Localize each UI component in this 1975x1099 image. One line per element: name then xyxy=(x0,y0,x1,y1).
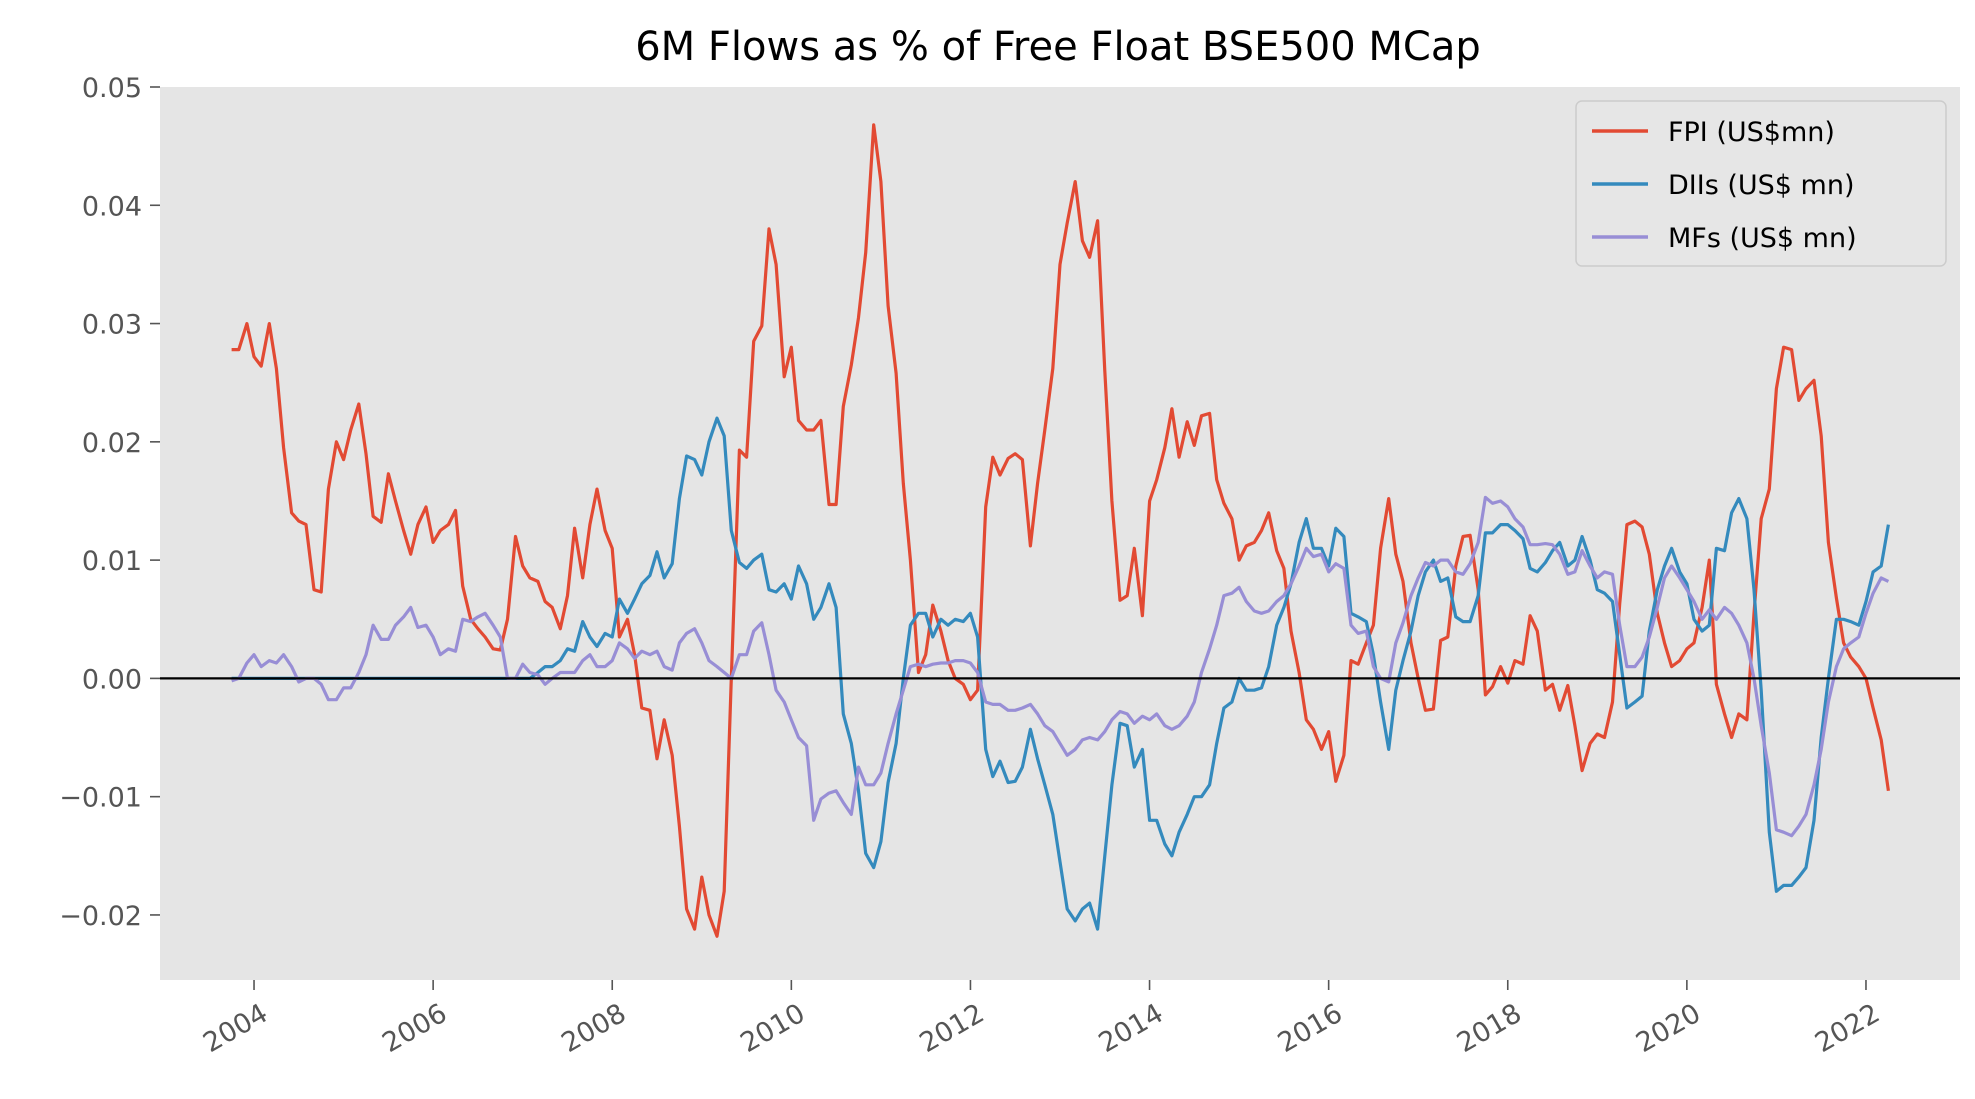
y-tick-label: 0.02 xyxy=(82,428,142,459)
x-tick-label: 2012 xyxy=(915,998,990,1059)
legend-frame xyxy=(1575,100,1947,267)
legend-label: DIIs (US$ mn) xyxy=(1668,170,1855,201)
y-axis: −0.02 −0.01 0.00 0.01 0.02 0.03 0.04 0.05 xyxy=(59,73,160,932)
y-tick-label: 0.05 xyxy=(82,73,142,104)
x-axis: 2004 2006 2008 2010 2012 2014 2016 2018 2020 2022 xyxy=(198,980,1885,1059)
legend-label: FPI (US$mn) xyxy=(1668,117,1835,148)
series-line-0 xyxy=(231,123,1890,938)
x-tick-label: 2018 xyxy=(1452,998,1527,1059)
x-tick-label: 2016 xyxy=(1273,998,1348,1059)
y-tick-label: 0.03 xyxy=(82,310,142,341)
y-tick-label: −0.01 xyxy=(59,783,142,814)
y-tick-label: 0.01 xyxy=(82,546,142,577)
x-tick-label: 2004 xyxy=(198,998,273,1059)
x-tick-label: 2022 xyxy=(1810,998,1885,1059)
x-tick-label: 2020 xyxy=(1631,998,1706,1059)
x-tick-label: 2008 xyxy=(556,998,631,1059)
x-tick-label: 2010 xyxy=(735,998,810,1059)
y-tick-label: 0.04 xyxy=(82,191,142,222)
legend: FPI (US$mn) DIIs (US$ mn) MFs (US$ mn) xyxy=(1575,100,1947,267)
x-tick-label: 2006 xyxy=(377,998,452,1059)
y-tick-label: 0.00 xyxy=(82,664,142,695)
series-line-1 xyxy=(231,416,1890,931)
legend-label: MFs (US$ mn) xyxy=(1668,223,1857,254)
chart-title: 6M Flows as % of Free Float BSE500 MCap xyxy=(635,24,1481,70)
y-tick-label: −0.02 xyxy=(59,901,142,932)
x-tick-label: 2014 xyxy=(1094,998,1169,1059)
